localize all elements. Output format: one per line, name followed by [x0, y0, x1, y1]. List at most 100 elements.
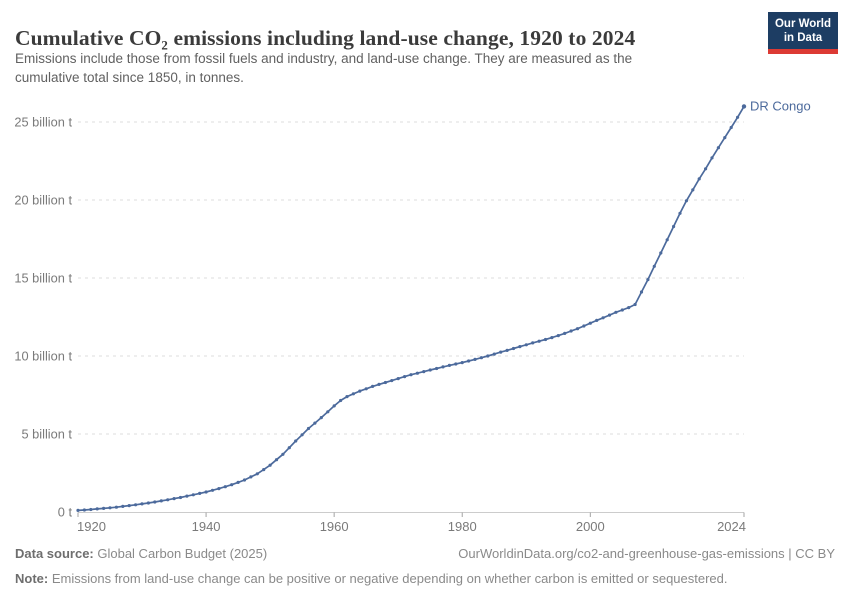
data-point-1931 [146, 501, 150, 505]
data-point-1954 [294, 439, 298, 443]
data-point-2012 [665, 238, 669, 242]
data-point-1956 [306, 426, 311, 431]
data-point-1959 [326, 410, 330, 414]
data-point-1939 [198, 491, 202, 495]
data-point-1998 [575, 327, 580, 331]
data-point-1920 [76, 508, 80, 512]
data-point-2021 [723, 136, 727, 140]
data-point-1988 [511, 346, 516, 351]
data-point-2015 [684, 199, 689, 203]
x-axis-tick-labels: 1920 1940 1960 1980 2000 2024 [77, 519, 746, 534]
data-point-1943 [223, 485, 227, 489]
data-point-1964 [358, 389, 362, 393]
data-point-2011 [659, 251, 663, 255]
x-axis-ticks [77, 512, 745, 517]
data-point-1947 [249, 475, 253, 479]
data-point-1958 [319, 416, 323, 420]
owid-logo[interactable]: Our World in Data [768, 12, 838, 54]
data-point-2004 [614, 310, 618, 314]
footer-source: Data source: Global Carbon Budget (2025) [15, 546, 267, 561]
data-point-2023 [736, 115, 740, 119]
data-point-1928 [127, 504, 131, 508]
data-point-1969 [390, 379, 394, 383]
data-point-1965 [364, 387, 368, 391]
owid-logo-line1: Our World [774, 18, 831, 30]
x-tick-label-1920: 1920 [77, 519, 106, 534]
data-point-1934 [166, 498, 170, 502]
data-point-1924 [102, 506, 106, 510]
data-point-1952 [281, 452, 285, 456]
data-point-1922 [89, 507, 93, 512]
data-point-1921 [82, 508, 86, 512]
data-point-1950 [268, 463, 272, 467]
data-point-1946 [242, 478, 247, 482]
data-point-1933 [159, 499, 163, 503]
data-point-1985 [492, 352, 496, 356]
data-point-2008 [639, 290, 644, 294]
data-point-1980 [460, 361, 464, 365]
data-point-1927 [121, 504, 125, 508]
data-point-1979 [454, 362, 458, 366]
data-point-2000 [588, 321, 592, 325]
data-point-2009 [646, 278, 650, 282]
data-point-1925 [108, 506, 112, 510]
data-point-1957 [313, 421, 317, 425]
data-point-1974 [422, 370, 426, 374]
data-point-1973 [415, 371, 419, 375]
data-point-1983 [479, 356, 483, 360]
data-point-2020 [716, 146, 721, 150]
data-point-2019 [710, 156, 714, 160]
data-point-1989 [518, 345, 522, 349]
data-point-1960 [332, 404, 336, 408]
data-point-1962 [345, 395, 349, 399]
data-point-1949 [262, 468, 266, 472]
data-point-1978 [447, 363, 451, 367]
data-point-1929 [134, 503, 138, 507]
data-point-1926 [114, 505, 118, 509]
data-point-2018 [704, 167, 708, 171]
y-tick-label-20: 20 billion t [14, 192, 72, 207]
data-point-2014 [678, 211, 682, 215]
data-point-1991 [531, 341, 535, 345]
footer-source-prefix: Data source: [15, 546, 94, 561]
y-tick-label-5: 5 billion t [21, 426, 72, 441]
y-tick-label-10: 10 billion t [14, 348, 72, 363]
data-point-1972 [409, 373, 413, 377]
data-point-1984 [486, 354, 490, 358]
data-point-1963 [351, 392, 355, 396]
x-tick-label-1980: 1980 [448, 519, 477, 534]
data-point-1992 [537, 339, 541, 343]
footer-note-prefix: Note: [15, 571, 49, 586]
data-point-1967 [377, 382, 381, 386]
data-point-1930 [140, 502, 144, 506]
data-point-2013 [672, 224, 676, 229]
data-point-1932 [153, 500, 157, 504]
data-point-1996 [563, 331, 567, 335]
data-point-1977 [441, 365, 445, 369]
owid-logo-line2: in Data [783, 32, 823, 44]
chart-title: Cumulative CO₂ emissions including land-… [15, 26, 636, 51]
data-point-1986 [499, 350, 503, 354]
data-point-1936 [178, 495, 183, 500]
data-point-1945 [236, 480, 240, 484]
footer-note-text: Emissions from land-use change can be po… [48, 571, 728, 586]
data-point-1948 [255, 472, 259, 476]
series-end-label[interactable]: DR Congo [750, 99, 811, 114]
series-dr-congo[interactable] [76, 104, 747, 512]
x-tick-label-2000: 2000 [576, 519, 605, 534]
data-point-2017 [697, 177, 701, 181]
data-point-2006 [627, 306, 631, 310]
footer-link[interactable]: OurWorldinData.org/co2-and-greenhouse-ga… [458, 546, 835, 561]
data-point-1987 [505, 348, 509, 352]
data-point-1966 [371, 384, 375, 388]
x-tick-label-1940: 1940 [192, 519, 221, 534]
data-point-1941 [210, 488, 215, 492]
data-point-1953 [287, 446, 291, 450]
data-point-1976 [435, 366, 439, 371]
y-tick-label-25: 25 billion t [14, 114, 72, 129]
data-point-1968 [383, 380, 387, 385]
data-point-1940 [204, 490, 208, 494]
y-tick-label-0: 0 t [58, 504, 73, 519]
chart-canvas[interactable]: 0 t 5 billion t 10 billion t 15 billion t 20… [0, 0, 850, 540]
